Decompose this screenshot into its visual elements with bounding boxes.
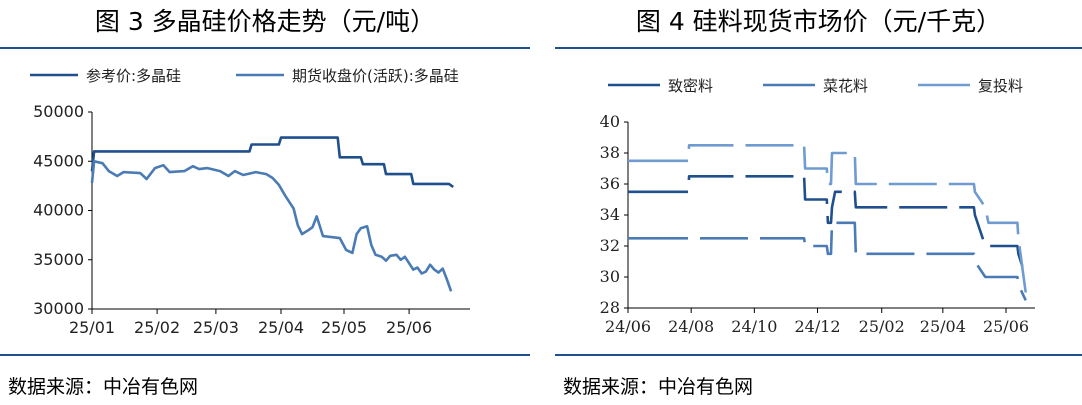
y-tick-label: 30000 [33, 299, 84, 318]
data-source-note: 数据来源：中冶有色网 [563, 376, 754, 398]
y-tick-label: 50000 [33, 102, 84, 121]
y-tick-label: 35000 [33, 250, 84, 269]
chart-panel-silicon-spot: 图 4 硅料现货市场价（元/千克） 致密料 菜花料 复投料 28 30 32 34 36 38 4… [555, 0, 1082, 405]
x-tick-label: 24/08 [668, 317, 714, 336]
chart-title: 图 4 硅料现货市场价（元/千克） [635, 7, 1002, 36]
y-tick-label: 40 [600, 112, 620, 131]
y-tick-label: 30 [600, 267, 620, 286]
data-source-note: 数据来源：中冶有色网 [8, 376, 199, 398]
legend-item: 参考价:多晶硅 [30, 67, 181, 85]
polysilicon-price-chart: 参考价:多晶硅 期货收盘价(活跃):多晶硅 30000 35000 40000 45000… [30, 67, 470, 337]
x-tick-label: 25/04 [920, 317, 966, 336]
legend-label: 参考价:多晶硅 [86, 67, 181, 85]
x-tick-label: 25/04 [258, 318, 304, 337]
legend-label: 致密料 [668, 77, 713, 95]
y-tick-label: 38 [600, 143, 620, 162]
y-tick-label: 28 [600, 298, 620, 317]
x-tick-label: 25/01 [69, 318, 115, 337]
x-tick-label: 24/12 [794, 317, 840, 336]
legend-item: 复投料 [918, 77, 1023, 95]
legend-label: 菜花料 [823, 77, 868, 95]
x-tick-label: 25/06 [386, 318, 432, 337]
y-tick-label: 40000 [33, 201, 84, 220]
title-divider [0, 47, 530, 49]
title-divider [555, 47, 1082, 49]
series-line [628, 221, 1027, 301]
legend-item: 菜花料 [763, 77, 868, 95]
x-tick-label: 25/02 [134, 318, 180, 337]
x-tick-label: 24/06 [605, 317, 651, 336]
source-divider [555, 354, 1082, 356]
y-tick-label: 36 [600, 174, 620, 193]
x-tick-label: 25/06 [983, 317, 1029, 336]
series-line [90, 160, 453, 292]
legend-label: 期货收盘价(活跃):多晶硅 [292, 67, 459, 85]
series-line [90, 136, 454, 188]
x-tick-label: 25/03 [193, 318, 239, 337]
silicon-spot-price-chart: 致密料 菜花料 复投料 28 30 32 34 36 38 40 24/06 24/08 24/10 24… [600, 77, 1035, 336]
source-divider [0, 354, 530, 356]
legend-item: 期货收盘价(活跃):多晶硅 [236, 67, 459, 85]
legend-label: 复投料 [978, 77, 1023, 95]
x-tick-label: 25/05 [321, 318, 367, 337]
y-tick-label: 45000 [33, 151, 84, 170]
series-line [628, 175, 1027, 278]
chart-panel-polysilicon: 图 3 多晶硅价格走势（元/吨） 参考价:多晶硅 期货收盘价(活跃):多晶硅 300… [0, 0, 530, 405]
x-tick-label: 24/10 [731, 317, 777, 336]
legend-item: 致密料 [608, 77, 713, 95]
y-tick-label: 32 [600, 236, 620, 255]
y-tick-label: 34 [600, 205, 620, 224]
series-line [628, 144, 1027, 293]
x-tick-label: 25/02 [859, 317, 905, 336]
chart-title: 图 3 多晶硅价格走势（元/吨） [94, 7, 436, 36]
